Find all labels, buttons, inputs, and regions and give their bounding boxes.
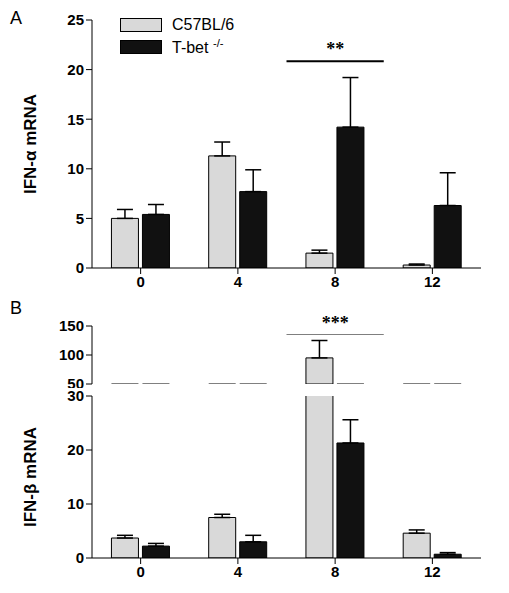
svg-text:0: 0 (76, 259, 84, 276)
svg-text:4: 4 (234, 563, 243, 580)
svg-text:150: 150 (59, 317, 84, 334)
svg-text:0: 0 (136, 563, 144, 580)
html-text:A: A (10, 8, 22, 28)
svg-text:25: 25 (67, 11, 84, 28)
html-text:B: B (10, 298, 22, 318)
svg-text:10: 10 (67, 160, 84, 177)
svg-text:0: 0 (136, 273, 144, 290)
svg-text:100: 100 (59, 346, 84, 363)
svg-text:***: *** (322, 313, 349, 333)
svg-text:8: 8 (331, 563, 339, 580)
html-text:T-bet-/-: T-bet-/- (172, 37, 224, 57)
svg-text:20: 20 (67, 61, 84, 78)
svg-text:**: ** (326, 39, 344, 59)
svg-text:30: 30 (67, 388, 84, 404)
svg-text:5: 5 (76, 210, 84, 227)
svg-text:IFN-α mRNA: IFN-α mRNA (21, 94, 40, 194)
svg-text:IFN-β mRNA: IFN-β mRNA (21, 427, 40, 527)
svg-text:10: 10 (67, 495, 84, 512)
svg-text:12: 12 (424, 273, 441, 290)
svg-text:50: 50 (67, 375, 84, 388)
svg-text:8: 8 (331, 273, 339, 290)
svg-text:4: 4 (234, 273, 243, 290)
svg-text:0: 0 (76, 549, 84, 566)
svg-text:12: 12 (424, 563, 441, 580)
html-text:C57BL/6: C57BL/6 (172, 16, 235, 33)
svg-text:15: 15 (67, 111, 84, 128)
svg-text:20: 20 (67, 441, 84, 458)
